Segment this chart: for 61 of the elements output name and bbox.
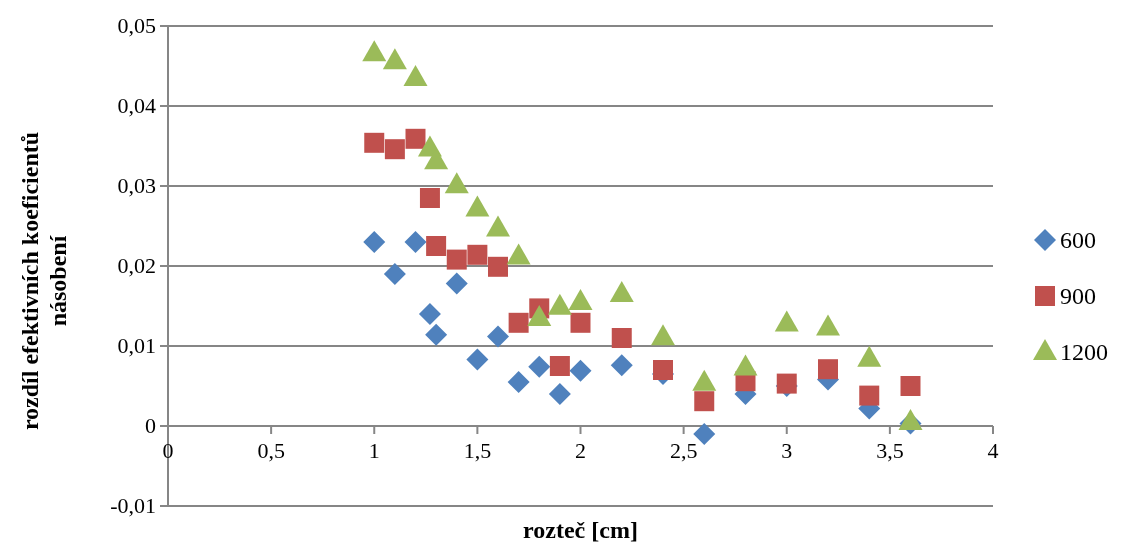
point xyxy=(384,139,405,160)
point xyxy=(364,132,385,153)
point xyxy=(611,328,632,348)
x-tick-label: 0,5 xyxy=(257,438,285,463)
point xyxy=(693,423,716,445)
point xyxy=(425,323,448,346)
x-tick-label: 3,5 xyxy=(876,438,904,463)
point xyxy=(487,325,509,348)
y-tick-label: 0,05 xyxy=(117,13,156,38)
point xyxy=(445,272,468,295)
legend-label: 600 xyxy=(1060,227,1096,253)
point xyxy=(568,289,593,310)
point xyxy=(569,359,592,382)
point xyxy=(610,354,633,377)
point xyxy=(405,128,426,149)
y-tick-label: 0,04 xyxy=(117,93,156,118)
point xyxy=(419,188,440,208)
point xyxy=(570,312,591,333)
point xyxy=(418,303,441,325)
point xyxy=(404,231,427,253)
x-axis-title: rozteč [cm] xyxy=(523,517,638,543)
x-tick-label: 2 xyxy=(575,438,586,463)
point xyxy=(363,231,386,253)
point xyxy=(900,376,921,396)
y-tick-label: -0,01 xyxy=(110,493,156,518)
point xyxy=(818,359,838,380)
x-tick-label: 1,5 xyxy=(463,438,492,463)
legend-label: 900 xyxy=(1060,283,1096,309)
point xyxy=(508,312,529,333)
point xyxy=(651,324,675,346)
point xyxy=(465,195,490,217)
y-tick-label: 0,03 xyxy=(117,173,156,198)
x-tick-label: 2,5 xyxy=(669,438,698,463)
point xyxy=(507,371,530,393)
point xyxy=(506,243,531,265)
point xyxy=(549,356,570,376)
point xyxy=(694,391,715,412)
point xyxy=(467,244,488,265)
point xyxy=(426,236,447,256)
point xyxy=(444,172,469,194)
point xyxy=(609,281,634,302)
point xyxy=(528,355,551,378)
point xyxy=(859,385,880,406)
point xyxy=(486,215,510,237)
point xyxy=(446,249,467,270)
y-tick-label: 0 xyxy=(145,413,156,438)
y-axis-title: rozdíl efektivních koeficientů násobení xyxy=(17,131,71,431)
point xyxy=(403,65,428,86)
point xyxy=(488,256,508,277)
x-tick-label: 0 xyxy=(162,438,174,463)
point xyxy=(548,383,571,405)
point xyxy=(362,40,387,62)
legend-label: 1200 xyxy=(1060,339,1108,365)
point xyxy=(382,48,407,70)
y-tick-label: 0,01 xyxy=(117,333,156,358)
x-tick-label: 4 xyxy=(987,438,999,463)
y-tick-label: 0,02 xyxy=(117,253,156,278)
x-tick-label: 3 xyxy=(781,438,793,463)
point xyxy=(466,348,489,371)
point xyxy=(383,263,406,285)
x-tick-label: 1 xyxy=(368,438,380,463)
